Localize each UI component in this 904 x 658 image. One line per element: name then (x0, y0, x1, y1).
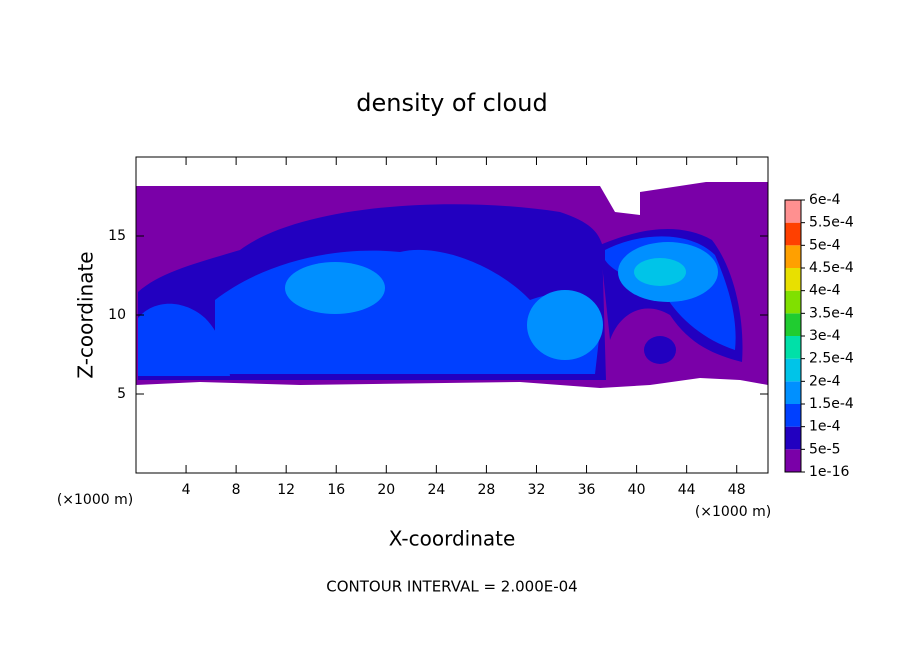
x-tick-label: 48 (728, 482, 746, 498)
y-unit-label: (×1000 m) (57, 492, 133, 508)
colorbar-label: 2.5e-4 (809, 351, 854, 367)
contour-region (527, 290, 603, 360)
colorbar-label: 2e-4 (809, 373, 841, 389)
x-tick-label: 4 (182, 482, 191, 498)
colorbar-band (785, 449, 801, 472)
y-axis-label: Z-coordinate (74, 251, 98, 378)
colorbar-label: 5.5e-4 (809, 215, 854, 231)
y-tick-label: 15 (108, 228, 126, 244)
annotation: CONTOUR INTERVAL = 2.000E-04 (326, 578, 577, 596)
contour-region (634, 258, 686, 286)
x-tick-label: 8 (232, 482, 241, 498)
chart-title: density of cloud (356, 89, 547, 117)
contour-field (136, 182, 768, 388)
x-tick-label: 12 (277, 482, 295, 498)
colorbar-band (785, 426, 801, 450)
colorbar-label: 1e-16 (809, 464, 849, 480)
colorbar-label: 4.5e-4 (809, 260, 854, 276)
colorbar-label: 6e-4 (809, 192, 841, 208)
y-tick-label: 5 (117, 386, 126, 402)
colorbar-band (785, 245, 801, 268)
x-tick-label: 16 (327, 482, 345, 498)
y-tick-label: 10 (108, 307, 126, 323)
x-tick-label: 44 (678, 482, 696, 498)
contour-region (285, 262, 385, 314)
colorbar-band (785, 200, 801, 223)
contour-region (138, 303, 230, 376)
x-tick-label: 24 (427, 482, 445, 498)
colorbar-label: 1e-4 (809, 419, 841, 435)
colorbar-band (785, 336, 801, 359)
colorbar-band (785, 404, 801, 427)
colorbar-label: 5e-4 (809, 237, 841, 253)
x-axis-label: X-coordinate (389, 527, 516, 551)
contour-region (644, 336, 676, 364)
colorbar-band (785, 222, 801, 246)
x-tick-label: 20 (377, 482, 395, 498)
colorbar-band (785, 313, 801, 336)
x-tick-label: 32 (528, 482, 546, 498)
colorbar-label: 3e-4 (809, 328, 841, 344)
colorbar-label: 5e-5 (809, 441, 840, 457)
colorbar-band (785, 381, 801, 404)
x-tick-label: 28 (478, 482, 496, 498)
colorbar-label: 3.5e-4 (809, 305, 854, 321)
colorbar-band (785, 268, 801, 291)
x-tick-label: 36 (578, 482, 596, 498)
colorbar-label: 4e-4 (809, 283, 841, 299)
x-tick-label: 40 (628, 482, 646, 498)
colorbar-band (785, 290, 801, 314)
x-unit-label: (×1000 m) (695, 504, 771, 520)
colorbar-band (785, 358, 801, 382)
colorbar-label: 1.5e-4 (809, 396, 854, 412)
